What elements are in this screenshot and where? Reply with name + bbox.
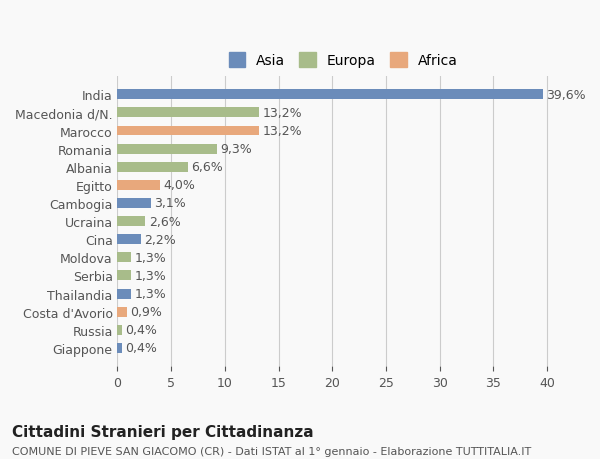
Bar <box>118 199 151 208</box>
Bar <box>118 180 160 190</box>
Text: 2,2%: 2,2% <box>145 233 176 246</box>
Text: 6,6%: 6,6% <box>191 161 223 174</box>
Bar <box>118 253 131 263</box>
Bar <box>118 235 141 245</box>
Text: 2,6%: 2,6% <box>149 215 181 228</box>
Text: COMUNE DI PIEVE SAN GIACOMO (CR) - Dati ISTAT al 1° gennaio - Elaborazione TUTTI: COMUNE DI PIEVE SAN GIACOMO (CR) - Dati … <box>12 446 531 456</box>
Bar <box>118 289 131 299</box>
Text: 13,2%: 13,2% <box>262 106 302 120</box>
Bar <box>118 271 131 281</box>
Bar <box>118 144 217 154</box>
Text: 9,3%: 9,3% <box>221 143 253 156</box>
Bar <box>118 108 259 118</box>
Bar <box>118 343 122 353</box>
Text: 1,3%: 1,3% <box>134 251 166 264</box>
Text: 1,3%: 1,3% <box>134 287 166 300</box>
Text: 0,4%: 0,4% <box>125 341 157 355</box>
Bar <box>118 90 543 100</box>
Text: 39,6%: 39,6% <box>546 89 586 101</box>
Bar <box>118 307 127 317</box>
Bar <box>118 325 122 335</box>
Text: 0,9%: 0,9% <box>130 306 162 319</box>
Bar <box>118 162 188 172</box>
Bar <box>118 217 145 227</box>
Text: 13,2%: 13,2% <box>262 125 302 138</box>
Text: 1,3%: 1,3% <box>134 269 166 282</box>
Legend: Asia, Europa, Africa: Asia, Europa, Africa <box>221 46 464 75</box>
Text: Cittadini Stranieri per Cittadinanza: Cittadini Stranieri per Cittadinanza <box>12 425 314 440</box>
Text: 0,4%: 0,4% <box>125 324 157 336</box>
Bar <box>118 126 259 136</box>
Text: 3,1%: 3,1% <box>154 197 186 210</box>
Text: 4,0%: 4,0% <box>164 179 196 192</box>
